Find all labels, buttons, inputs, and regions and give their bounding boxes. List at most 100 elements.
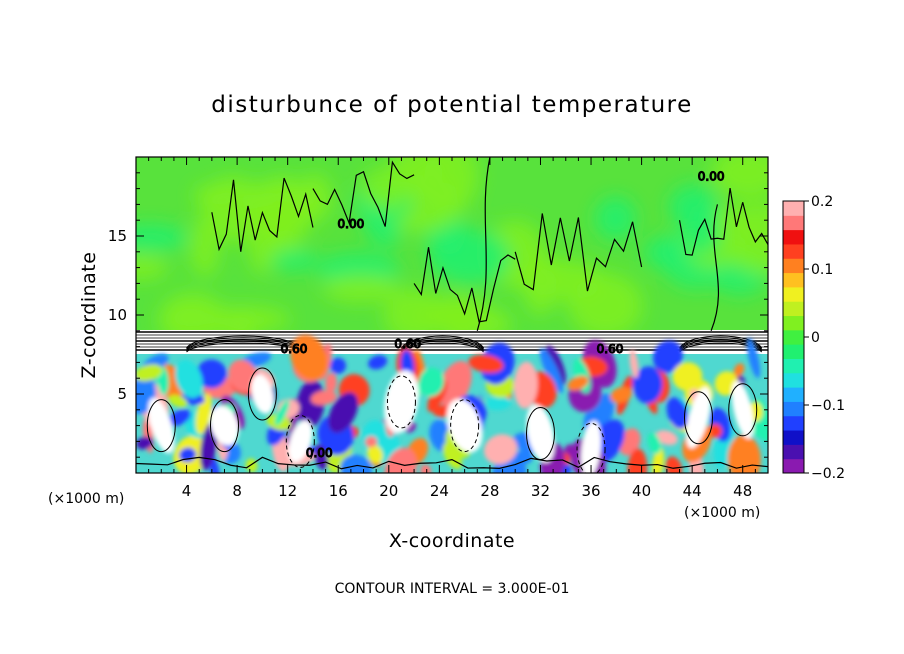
- inversion-bump: [679, 342, 763, 353]
- contour-label: 0.00: [338, 217, 365, 231]
- x-unit-right: (×1000 m): [684, 505, 760, 521]
- x-tick-label: 28: [480, 482, 499, 500]
- colorbar-swatch: [783, 415, 804, 431]
- colorbar-swatch: [783, 430, 804, 445]
- x-tick-label: 36: [581, 482, 600, 500]
- upper-cell: [711, 157, 768, 200]
- lower-cell: [629, 375, 657, 391]
- zero-contour: [514, 213, 643, 292]
- lower-cell: [629, 349, 639, 379]
- cell-contour: [247, 367, 277, 421]
- lower-cell: [340, 454, 372, 473]
- inversion-bump: [679, 339, 763, 351]
- lower-cell: [420, 464, 432, 473]
- saturated-core: [686, 386, 711, 449]
- saturated-core: [580, 420, 602, 473]
- inversion-bump: [401, 339, 485, 351]
- lower-cell: [647, 432, 662, 454]
- upper-cell: [165, 305, 212, 327]
- x-tick-label: 20: [379, 482, 398, 500]
- upper-cell: [316, 252, 401, 286]
- lower-cell: [136, 371, 156, 415]
- zero-contour: [312, 160, 415, 227]
- x-axis: 4 8 12 16 20 24 28 32 36 40 44 48: [148, 157, 756, 500]
- lower-cell: [228, 359, 258, 393]
- lower-cell: [666, 397, 689, 429]
- inversion-bump: [679, 340, 763, 352]
- colorbar-swatch: [783, 286, 804, 302]
- contour-label: 0.60: [597, 342, 624, 356]
- cell-contour: [386, 375, 416, 429]
- x-tick-label: 40: [632, 482, 651, 500]
- colorbar-swatch: [783, 229, 804, 245]
- lower-cell: [468, 354, 504, 373]
- colorbar-swatch: [783, 344, 804, 359]
- lower-cell: [290, 334, 328, 380]
- x-unit-left: (×1000 m): [48, 491, 124, 507]
- lower-cell: [274, 399, 290, 426]
- x-tick-label: 24: [430, 482, 449, 500]
- lower-cell: [655, 430, 678, 446]
- colorbar-swatch: [783, 315, 804, 331]
- upper-cell: [428, 229, 511, 285]
- colorbar-tick-label: −0.2: [811, 466, 845, 482]
- lower-cell: [653, 340, 683, 373]
- x-tick-label: 44: [683, 482, 702, 500]
- lower-cell: [175, 359, 203, 398]
- contour-label: 0.00: [306, 446, 333, 460]
- lower-layer-variation: [136, 334, 768, 473]
- x-tick-label: 48: [733, 482, 752, 500]
- x-tick-label: 16: [329, 482, 348, 500]
- lower-cell: [365, 436, 378, 448]
- zero-contour: [678, 187, 768, 256]
- upper-cell: [423, 157, 480, 211]
- lower-cell: [367, 444, 383, 464]
- upper-cell: [727, 202, 768, 232]
- zero-contour: [211, 177, 314, 252]
- inversion-bump: [679, 337, 763, 350]
- lower-cell: [325, 372, 338, 394]
- y-axis-label: Z-coordinate: [78, 252, 100, 379]
- lower-cell: [485, 396, 511, 411]
- lower-cell: [746, 337, 761, 379]
- lower-cell: [651, 447, 665, 473]
- colorbar-swatch: [783, 272, 804, 288]
- upper-cell: [682, 209, 720, 256]
- contour-lines: 0.60 0.60 0.60 0.00 0.00 0.00: [136, 157, 768, 473]
- lower-cell: [483, 434, 518, 465]
- y-tick-label: 5: [117, 385, 127, 403]
- inversion-bump: [401, 337, 485, 350]
- lower-cell: [330, 357, 347, 374]
- contour-interval-note: CONTOUR INTERVAL = 3.000E-01: [335, 581, 570, 597]
- contour-label: 0.60: [281, 342, 308, 356]
- y-axis: 5 10 15: [108, 172, 768, 458]
- upper-cell: [594, 196, 637, 241]
- colorbar-tick-label: 0.1: [811, 262, 833, 278]
- lower-cell: [513, 361, 538, 409]
- lower-cell: [438, 360, 472, 408]
- colorbar-swatch: [783, 329, 804, 345]
- zero-contour: [476, 157, 491, 331]
- upper-cell: [323, 275, 399, 303]
- cell-contour: [285, 414, 315, 468]
- lower-cell: [136, 436, 153, 450]
- cell-contour: [728, 383, 758, 437]
- zero-contour: [710, 204, 719, 332]
- lower-cell: [672, 362, 703, 391]
- cell-contour: [450, 399, 480, 453]
- colorbar-swatch: [783, 215, 804, 231]
- lower-cell: [627, 448, 648, 473]
- saturated-core: [384, 370, 419, 434]
- saturated-core: [251, 374, 274, 414]
- upper-cell: [568, 273, 643, 338]
- contour-label: 0.60: [394, 337, 421, 351]
- upper-cell: [136, 223, 189, 252]
- colorbar: 0.2 0.1 0 −0.1 −0.2: [782, 194, 845, 482]
- colorbar-tick-label: −0.1: [811, 398, 845, 414]
- x-tick-label: 8: [232, 482, 242, 500]
- upper-cell: [270, 249, 319, 272]
- colorbar-swatch: [783, 401, 804, 417]
- cell-contour: [209, 399, 239, 453]
- lower-cell: [418, 367, 445, 397]
